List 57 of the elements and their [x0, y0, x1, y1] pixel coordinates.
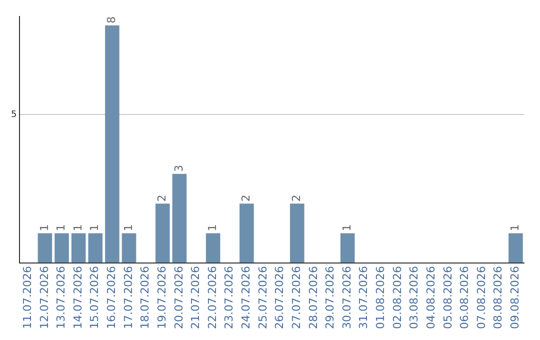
x-tick-label: 23.07.2026 [222, 266, 236, 330]
bar [122, 233, 136, 263]
x-tick-label: 15.07.2026 [88, 266, 102, 330]
x-tick-label: 13.07.2026 [54, 266, 68, 330]
bar [105, 25, 120, 263]
bar [71, 233, 86, 263]
x-tick-label: 11.07.2026 [20, 266, 34, 330]
data-label: 2 [290, 194, 303, 202]
x-tick-label: 04.08.2026 [424, 266, 438, 330]
data-label: 1 [206, 224, 219, 232]
x-tick-label: 02.08.2026 [390, 266, 404, 330]
bar [88, 233, 103, 263]
x-tick-label: 25.07.2026 [256, 266, 270, 330]
x-tick-label: 03.08.2026 [408, 266, 421, 330]
bar [240, 204, 254, 263]
bar [54, 233, 69, 263]
bar [290, 204, 304, 263]
x-tick-label: 05.08.2026 [441, 266, 454, 330]
bar [155, 204, 170, 263]
x-tick-label: 30.07.2026 [340, 266, 354, 330]
data-label: 1 [54, 224, 68, 232]
x-tick-label: 21.07.2026 [189, 266, 202, 330]
x-tick-label: 09.08.2026 [508, 266, 522, 330]
data-label: 2 [240, 194, 253, 202]
data-label: 1 [122, 224, 135, 232]
x-tick-label: 07.08.2026 [474, 266, 488, 330]
x-tick-label: 14.07.2026 [71, 266, 84, 330]
x-tick-label: 01.08.2026 [374, 266, 388, 330]
x-tick-label: 06.08.2026 [458, 266, 472, 330]
bar [206, 233, 220, 263]
x-tick-label: 12.07.2026 [38, 266, 51, 330]
x-tick-label: 22.07.2026 [206, 266, 219, 330]
x-tick-label: 19.07.2026 [155, 266, 168, 330]
data-label: 3 [172, 164, 186, 172]
data-label: 1 [38, 224, 51, 232]
x-tick-label: 26.07.2026 [273, 266, 286, 330]
data-label: 1 [88, 224, 102, 232]
x-tick-label: 20.07.2026 [172, 266, 186, 330]
x-tick-label: 17.07.2026 [122, 266, 135, 330]
data-label: 2 [155, 194, 168, 202]
data-label: 8 [105, 16, 118, 24]
bar [340, 233, 355, 263]
x-tick-label: 28.07.2026 [306, 266, 320, 330]
data-label: 1 [508, 224, 522, 232]
x-tick-label: 24.07.2026 [240, 266, 253, 330]
x-tick-label: 31.07.2026 [357, 266, 370, 330]
bar [172, 174, 187, 263]
data-label: 1 [340, 224, 354, 232]
x-tick-label: 18.07.2026 [138, 266, 152, 330]
data-label: 1 [71, 224, 84, 232]
x-tick-label: 16.07.2026 [105, 266, 118, 330]
y-tick-label: 5 [10, 110, 17, 120]
bar [508, 233, 523, 263]
x-tick-label: 29.07.2026 [324, 266, 337, 330]
x-tick-label: 08.08.2026 [492, 266, 505, 330]
bar [38, 233, 52, 263]
x-tick-label: 27.07.2026 [290, 266, 303, 330]
